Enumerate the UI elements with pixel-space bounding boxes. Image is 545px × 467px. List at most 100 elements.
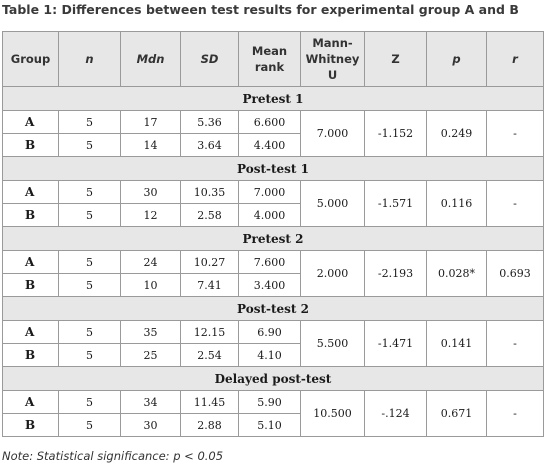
p-cell: 0.671 [426,390,487,437]
table-row: B 5 30 2.88 5.10 [2,413,544,437]
p-cell: 0.249 [426,110,487,157]
section-title: Pretest 2 [2,226,544,251]
table-row: A 5 34 11.45 5.90 10.500 -.124 0.671- [2,390,544,437]
z-cell: -1.571 [364,180,427,227]
results-table: Group n Mdn SD Mean rank Mann- Whitney U… [2,31,544,437]
mdn-cell: 14 [120,133,181,157]
section-title: Pretest 1 [2,86,544,111]
mean-rank-cell: 4.10 [238,343,301,367]
group-cell: A [2,320,59,344]
sd-cell: 2.54 [180,343,239,367]
header-p: p [426,31,487,87]
header-n: n [58,31,121,87]
table-row: B 5 14 3.64 4.400 [2,133,544,157]
header-mann-whitney-u: Mann- Whitney U [300,31,365,87]
n-cell: 5 [58,250,121,274]
sd-cell: 3.64 [180,133,239,157]
mdn-cell: 24 [120,250,181,274]
sd-cell: 10.27 [180,250,239,274]
section-row: Post-test 2 [2,296,544,321]
mdn-cell: 25 [120,343,181,367]
mdn-cell: 35 [120,320,181,344]
sd-cell: 2.88 [180,413,239,437]
sd-cell: 12.15 [180,320,239,344]
group-cell: B [2,343,59,367]
p-cell: 0.116 [426,180,487,227]
section-row: Post-test 1 [2,156,544,181]
mann-whitney-u-cell: 5.500 [300,320,365,367]
n-cell: 5 [58,203,121,227]
mean-rank-cell: 5.10 [238,413,301,437]
n-cell: 5 [58,110,121,134]
table-note: Note: Statistical significance: p < 0.05 [2,449,224,463]
section-title: Post-test 2 [2,296,544,321]
table-row: A 5 17 5.36 6.600 7.000 -1.152 0.249- [2,110,544,157]
group-cell: A [2,390,59,414]
header-z: Z [364,31,427,87]
n-cell: 5 [58,133,121,157]
sd-cell: 2.58 [180,203,239,227]
header-r: r [486,31,544,87]
table-title: Table 1: Differences between test result… [2,2,519,17]
table-header: Group n Mdn SD Mean rank Mann- Whitney U… [2,31,544,87]
r-cell: - [486,110,544,157]
header-mdn: Mdn [120,31,181,87]
mdn-cell: 17 [120,110,181,134]
header-mean-rank: Mean rank [238,31,301,87]
mann-whitney-u-cell: 5.000 [300,180,365,227]
group-cell: B [2,413,59,437]
group-cell: B [2,203,59,227]
r-cell: - [486,390,544,437]
mann-whitney-u-cell: 10.500 [300,390,365,437]
n-cell: 5 [58,180,121,204]
mdn-cell: 34 [120,390,181,414]
group-cell: A [2,250,59,274]
section-row: Delayed post-test [2,366,544,391]
group-cell: A [2,110,59,134]
r-cell: 0.693 [486,250,544,297]
sd-cell: 5.36 [180,110,239,134]
table-row: A 5 35 12.15 6.90 5.500 -1.471 0.141- [2,320,544,367]
r-cell: - [486,180,544,227]
sd-cell: 7.41 [180,273,239,297]
p-cell: 0.141 [426,320,487,367]
section-title: Post-test 1 [2,156,544,181]
z-cell: -1.152 [364,110,427,157]
group-cell: B [2,133,59,157]
mdn-cell: 12 [120,203,181,227]
n-cell: 5 [58,273,121,297]
section-row: Pretest 1 [2,86,544,111]
sd-cell: 11.45 [180,390,239,414]
z-cell: -1.471 [364,320,427,367]
mean-rank-cell: 7.600 [238,250,301,274]
n-cell: 5 [58,413,121,437]
mean-rank-cell: 7.000 [238,180,301,204]
header-group: Group [2,31,59,87]
r-cell: - [486,320,544,367]
mean-rank-cell: 6.600 [238,110,301,134]
z-cell: -2.193 [364,250,427,297]
n-cell: 5 [58,343,121,367]
table-row: B 5 12 2.58 4.000 [2,203,544,227]
section-row: Pretest 2 [2,226,544,251]
header-sd: SD [180,31,239,87]
mean-rank-cell: 3.400 [238,273,301,297]
table-body: Pretest 1 A 5 17 5.36 6.600 7.000 -1.152 0.249- B… [2,86,544,437]
z-cell: -.124 [364,390,427,437]
mean-rank-cell: 5.90 [238,390,301,414]
mdn-cell: 10 [120,273,181,297]
section-title: Delayed post-test [2,366,544,391]
mean-rank-cell: 4.000 [238,203,301,227]
mdn-cell: 30 [120,180,181,204]
mean-rank-cell: 6.90 [238,320,301,344]
n-cell: 5 [58,390,121,414]
mann-whitney-u-cell: 7.000 [300,110,365,157]
p-cell: 0.028* [426,250,487,297]
group-cell: A [2,180,59,204]
group-cell: B [2,273,59,297]
mdn-cell: 30 [120,413,181,437]
mann-whitney-u-cell: 2.000 [300,250,365,297]
mean-rank-cell: 4.400 [238,133,301,157]
table-row: A 5 24 10.27 7.600 2.000 -2.193 0.028* 0.693 [2,250,544,297]
table-row: A 5 30 10.35 7.000 5.000 -1.571 0.116- [2,180,544,227]
